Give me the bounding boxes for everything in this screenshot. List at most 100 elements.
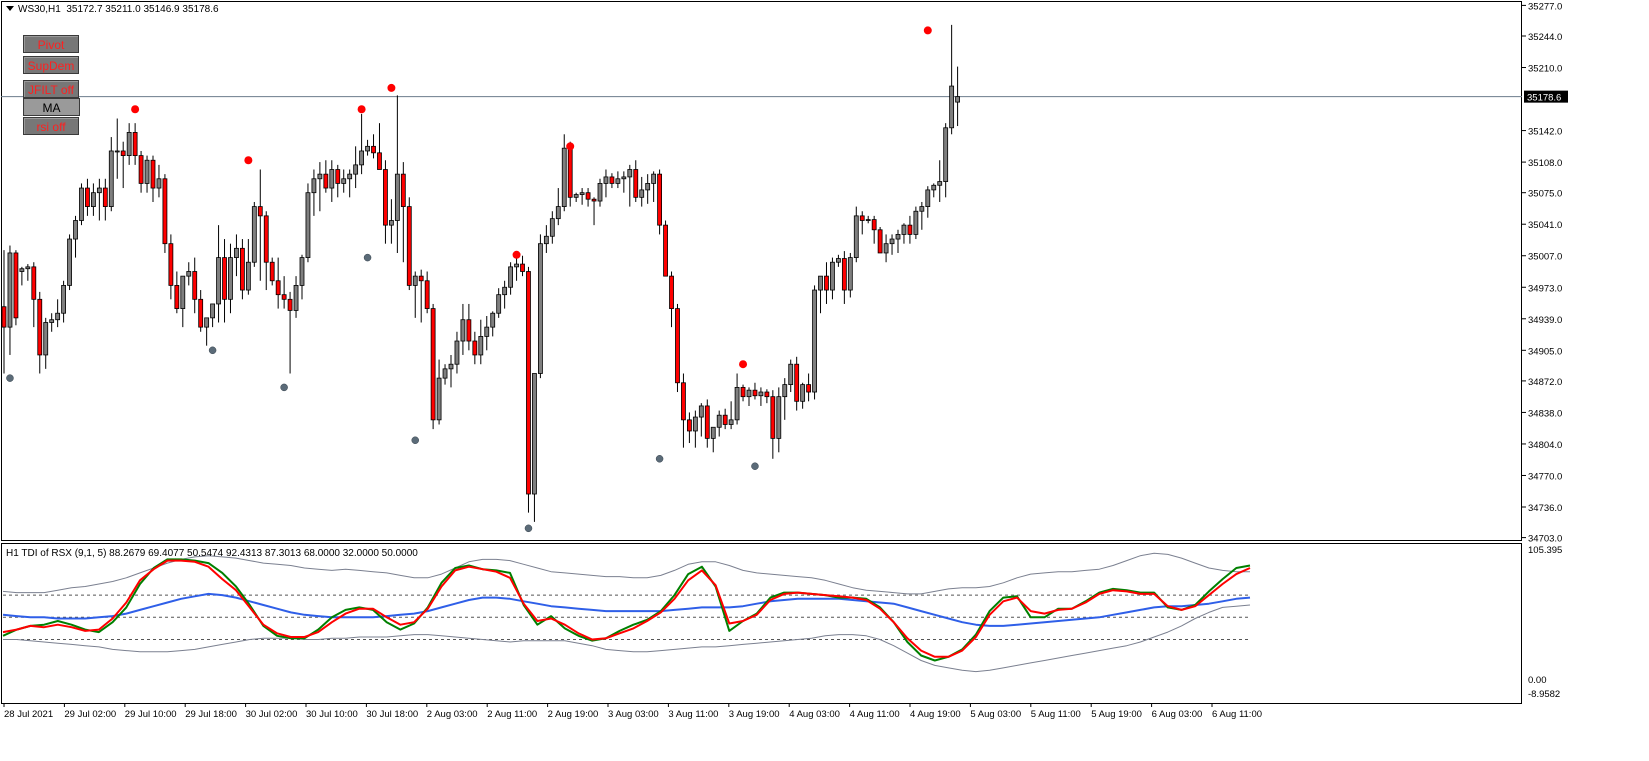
price-axis-label: 35244.0 <box>1528 32 1562 43</box>
price-axis-label: 35108.0 <box>1528 158 1562 169</box>
time-axis-label: 4 Aug 11:00 <box>850 709 900 720</box>
bull-candle <box>204 317 210 328</box>
chart-header: WS30,H1 35172.7 35211.0 35146.9 35178.6 <box>4 4 219 15</box>
price-axis-label: 34804.0 <box>1528 440 1562 451</box>
time-axis-label: 3 Aug 19:00 <box>729 709 780 720</box>
swing-low-marker <box>6 374 14 382</box>
swing-low-marker <box>411 436 419 444</box>
bull-candle <box>329 169 335 189</box>
bull-candle <box>347 173 353 180</box>
bear-candle <box>520 263 525 272</box>
price-axis-label: 34973.0 <box>1528 283 1562 294</box>
jfilt-button[interactable]: JFILT off <box>23 80 79 98</box>
bull-candle <box>108 150 114 207</box>
price-axis-label: 34838.0 <box>1528 408 1562 419</box>
bull-candle <box>651 173 657 184</box>
bull-candle <box>538 243 543 374</box>
time-axis-label: 5 Aug 11:00 <box>1031 709 1081 720</box>
bear-candle <box>704 405 710 439</box>
candles-group <box>1 24 960 522</box>
bull-candle <box>728 419 734 425</box>
swing-high-marker <box>512 250 521 259</box>
bear-candle <box>526 271 531 495</box>
swing-low-marker <box>655 455 664 463</box>
bear-candle <box>675 308 680 384</box>
bear-candle <box>657 173 662 226</box>
bull-candle <box>716 414 722 428</box>
swing-low-marker <box>208 346 217 355</box>
bull-candle <box>156 178 162 189</box>
bear-candle <box>859 215 865 221</box>
bear-candle <box>418 275 424 282</box>
bull-candle <box>639 189 645 198</box>
price-axis-label: 35142.0 <box>1528 127 1562 138</box>
swing-low-marker <box>751 462 759 470</box>
bull-candle <box>43 322 49 356</box>
bull-candle <box>955 96 960 103</box>
bear-candle <box>907 224 913 235</box>
swing-high-marker <box>739 360 748 369</box>
bull-candle <box>621 176 627 180</box>
bear-candle <box>37 298 43 356</box>
bull-candle <box>79 187 84 221</box>
bear-candle <box>663 224 668 277</box>
bear-candle <box>281 294 287 300</box>
price-axis-label: 34770.0 <box>1528 471 1562 482</box>
bull-candle <box>210 303 216 319</box>
price-axis-label: 34703.0 <box>1528 534 1562 545</box>
bear-candle <box>841 258 847 291</box>
time-axis-label: 6 Aug 11:00 <box>1212 709 1262 720</box>
bull-candle <box>931 184 937 191</box>
bull-candle <box>442 368 448 379</box>
bear-candle <box>406 206 412 286</box>
bull-candle <box>895 234 901 240</box>
price-axis-label: 35277.0 <box>1528 1 1562 12</box>
menu-triangle-icon[interactable] <box>6 6 14 12</box>
price-axis-label: 34905.0 <box>1528 346 1562 357</box>
ma-button[interactable]: MA <box>23 98 80 116</box>
supdem-button[interactable]: SupDem <box>23 56 79 74</box>
bear-candle <box>102 187 108 207</box>
bull-candle <box>889 238 895 245</box>
bull-candle <box>847 257 853 291</box>
bull-candle <box>746 389 752 398</box>
time-axis-label: 6 Aug 03:00 <box>1152 709 1203 720</box>
bear-candle <box>263 215 269 263</box>
bull-candle <box>925 189 931 207</box>
bull-candle <box>883 243 889 254</box>
bull-candle <box>645 183 651 191</box>
bear-candle <box>1 306 7 328</box>
time-axis-label: 30 Jul 02:00 <box>246 709 298 720</box>
time-axis-label: 3 Aug 03:00 <box>608 709 659 720</box>
bull-candle <box>943 127 949 182</box>
tdi-baseline-line <box>2 592 1251 627</box>
bull-candle <box>91 192 96 207</box>
bull-candle <box>853 215 859 258</box>
bull-candle <box>561 147 567 207</box>
bear-candle <box>567 147 573 198</box>
bear-candle <box>132 132 138 157</box>
bull-candle <box>776 396 782 439</box>
bull-candle <box>710 426 716 439</box>
indicator-axis-label: 105.395 <box>1528 545 1562 556</box>
bull-candle <box>573 194 579 198</box>
bull-candle <box>543 235 549 245</box>
bull-candle <box>305 192 311 258</box>
price-axis-label: 35210.0 <box>1528 64 1562 75</box>
bull-candle <box>245 261 251 291</box>
bear-candle <box>138 155 144 184</box>
bear-candle <box>609 176 615 184</box>
bull-candle <box>353 164 359 175</box>
bull-candle <box>782 384 788 398</box>
rsi-button[interactable]: rsi off <box>23 117 79 135</box>
bull-candle <box>436 377 442 421</box>
bear-candle <box>323 173 329 189</box>
bull-candle <box>388 220 394 226</box>
time-axis-label: 4 Aug 03:00 <box>789 709 840 720</box>
time-axis-label: 4 Aug 19:00 <box>910 709 961 720</box>
bear-candle <box>335 169 341 184</box>
swing-high-marker <box>387 83 396 92</box>
bear-candle <box>168 243 174 286</box>
pivot-button[interactable]: Pivot <box>23 35 79 53</box>
